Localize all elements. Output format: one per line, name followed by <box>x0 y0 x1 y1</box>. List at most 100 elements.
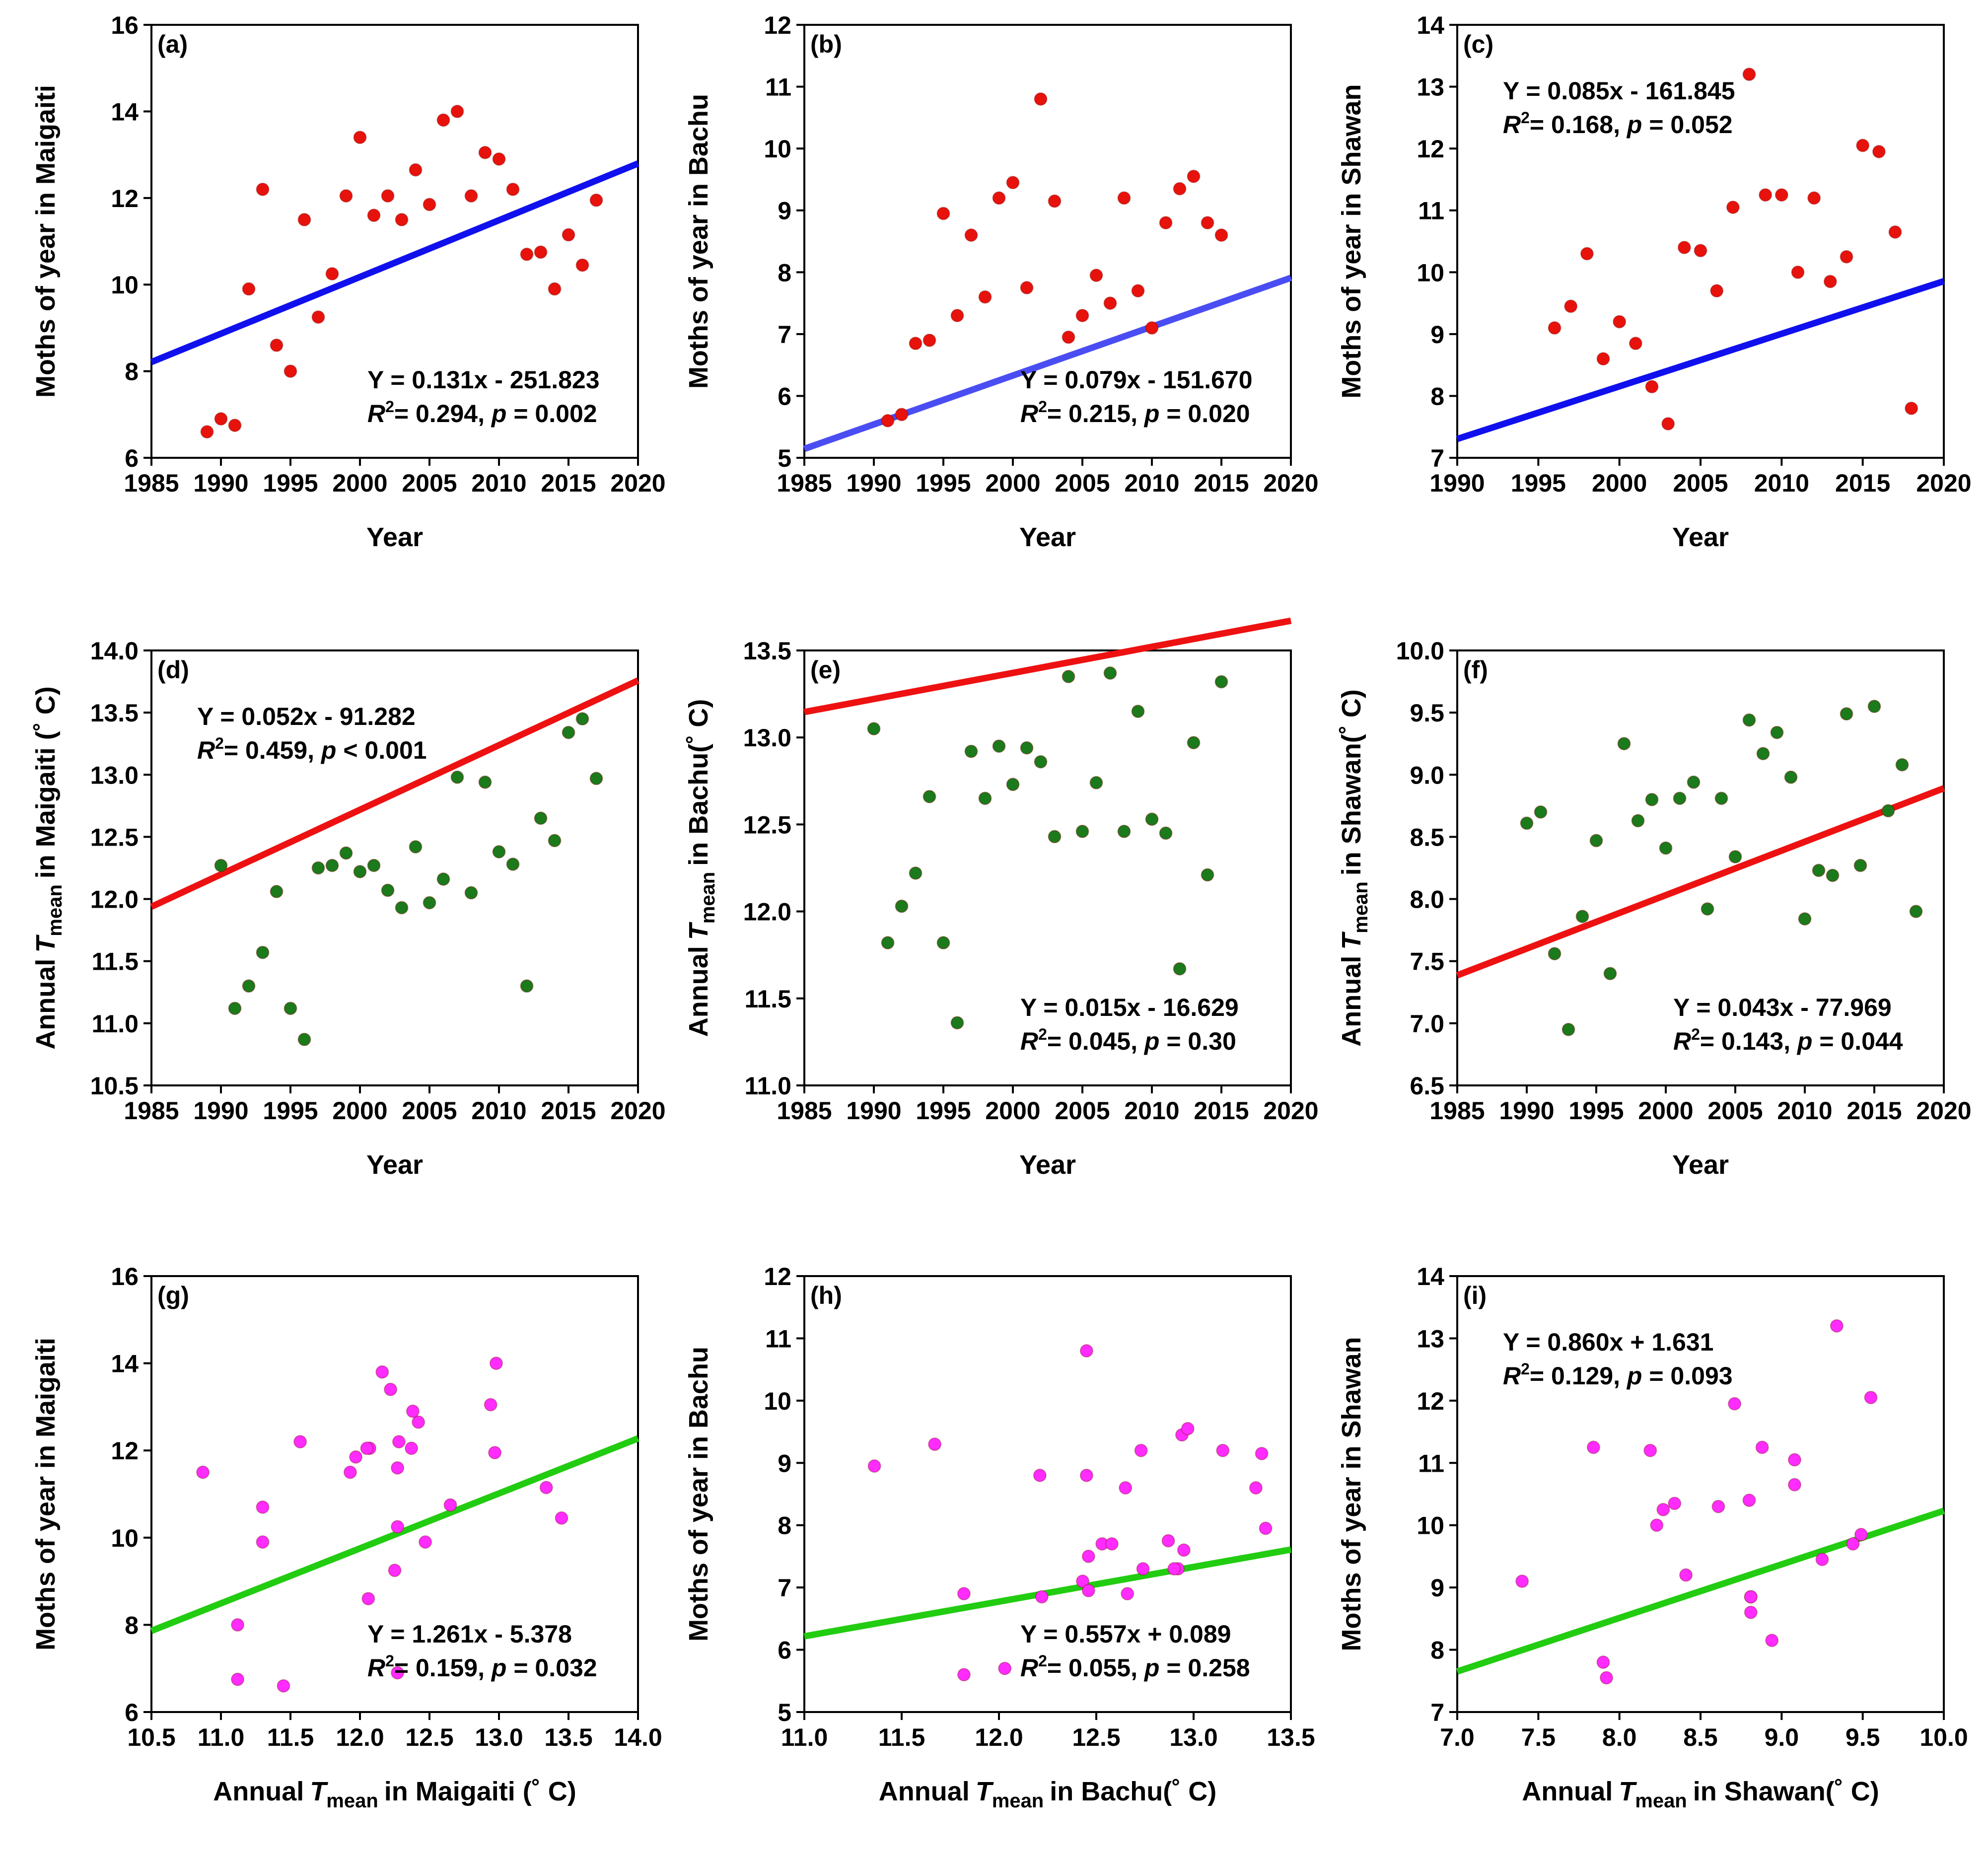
regression-line <box>1456 1507 1945 1675</box>
regression-line <box>803 617 1292 715</box>
regression-annotation: Y = 0.015x - 16.629 R2= 0.045, p = 0.30 <box>1020 994 1239 1055</box>
data-point <box>1187 736 1201 750</box>
data-point <box>1173 182 1187 196</box>
x-tick-label: 1990 <box>193 469 248 497</box>
data-point <box>1105 1537 1119 1551</box>
data-point <box>1575 910 1589 924</box>
data-point <box>534 811 548 825</box>
panel-tag: (c) <box>1463 30 1493 58</box>
y-tick-label: 16 <box>111 11 139 39</box>
x-axis-label-subscript: mean <box>326 1790 378 1812</box>
data-point <box>1121 1587 1135 1601</box>
x-tick-label: 2010 <box>1754 469 1809 497</box>
x-tick-label: 1995 <box>263 469 318 497</box>
data-point <box>964 744 978 758</box>
y-axis-label-text: Moths of year in Shawan <box>1337 1337 1366 1651</box>
data-point <box>1650 1518 1664 1532</box>
data-point <box>1687 775 1701 789</box>
data-point <box>256 945 270 959</box>
x-tick-label: 1990 <box>1429 469 1485 497</box>
r2-symbol: R <box>367 1654 385 1682</box>
equation-text: Y = 0.052x - 91.282 <box>197 703 416 730</box>
data-point <box>1679 1568 1693 1582</box>
y-tick-label: 10 <box>1417 1512 1444 1540</box>
y-axis-label: Moths of year in Bachu <box>684 94 713 389</box>
x-tick-label: 1995 <box>1511 469 1566 497</box>
data-point <box>992 739 1006 753</box>
data-point <box>895 408 909 422</box>
data-point <box>231 1672 245 1686</box>
equation-text: Y = 0.085x - 161.845 <box>1503 77 1735 105</box>
x-tick-label: 11.0 <box>198 1723 245 1751</box>
r2-value: = 0.045, <box>1047 1027 1137 1055</box>
data-point <box>1744 1605 1758 1619</box>
data-point <box>343 1465 357 1479</box>
y-tick-label: 16 <box>111 1263 139 1290</box>
data-point <box>492 152 506 166</box>
data-point <box>1103 666 1117 680</box>
data-point <box>395 213 409 226</box>
x-tick-label: 2000 <box>1638 1097 1693 1125</box>
data-point <box>1629 337 1642 351</box>
data-point <box>1701 902 1714 916</box>
x-axis-label: Year <box>1672 522 1729 552</box>
data-point <box>539 1481 553 1495</box>
x-tick-label: 8.5 <box>1683 1723 1718 1751</box>
y-tick-label: 14 <box>111 98 139 126</box>
data-point <box>1216 1443 1230 1457</box>
data-point <box>923 789 936 803</box>
data-point <box>1770 725 1784 739</box>
equation-text: Y = 0.079x - 151.670 <box>1020 366 1253 394</box>
x-axis-label-suffix: in Maigaiti (˚ C) <box>384 1777 576 1806</box>
data-point <box>1548 321 1562 335</box>
data-point <box>1259 1521 1273 1535</box>
data-point <box>1881 804 1895 818</box>
x-axis-label-text: Year <box>1019 1150 1076 1180</box>
equation-text: Y = 0.557x + 0.089 <box>1020 1620 1231 1648</box>
x-tick-label: 1985 <box>1429 1097 1485 1125</box>
x-axis-label: Year <box>1672 1150 1729 1180</box>
r2-value: = 0.055, <box>1047 1654 1137 1682</box>
data-point <box>231 1618 245 1632</box>
data-point <box>1728 1397 1742 1411</box>
plot-frame <box>803 649 1292 1086</box>
p-value: = 0.258 <box>1166 1654 1250 1682</box>
data-point <box>1062 330 1075 344</box>
r2-p-text: R2= 0.045, p = 0.30 <box>1020 1025 1236 1055</box>
data-point <box>506 857 520 871</box>
data-point <box>1694 244 1707 258</box>
y-tick-label: 14 <box>111 1350 139 1378</box>
x-axis-label-subscript: mean <box>992 1790 1044 1812</box>
data-point <box>1798 912 1812 926</box>
y-axis-label-variable: T <box>684 922 713 940</box>
data-point <box>443 1498 457 1512</box>
r2-superscript: 2 <box>1691 1025 1700 1043</box>
data-point <box>1173 962 1187 976</box>
y-axis-label-text: Moths of year in Maigaiti <box>31 85 61 398</box>
data-point <box>957 1668 971 1682</box>
y-axis-label: Annual Tmean in Shawan(˚ C) <box>1337 689 1372 1047</box>
equation-text: Y = 0.043x - 77.969 <box>1673 994 1892 1021</box>
x-tick-label: 2020 <box>610 469 665 497</box>
data-point <box>242 282 256 296</box>
data-point <box>214 858 228 872</box>
data-point <box>520 979 534 993</box>
y-tick-label: 8 <box>125 358 139 386</box>
data-point <box>1089 269 1103 283</box>
x-tick-label: 2020 <box>610 1097 665 1125</box>
r2-value: = 0.294, <box>394 400 485 428</box>
p-value: = 0.30 <box>1166 1027 1236 1055</box>
data-point <box>488 1446 502 1460</box>
data-point <box>1201 868 1214 882</box>
panel-tag: (f) <box>1463 656 1488 684</box>
data-point <box>895 899 909 913</box>
data-point <box>367 858 381 872</box>
data-point <box>1888 225 1902 239</box>
r2-p-text: R2= 0.055, p = 0.258 <box>1020 1652 1250 1682</box>
x-tick-label: 2010 <box>471 1097 526 1125</box>
data-point <box>589 772 603 786</box>
data-point <box>1728 850 1742 863</box>
r2-symbol: R <box>1020 1027 1038 1055</box>
data-point <box>520 247 534 261</box>
r2-superscript: 2 <box>1038 1652 1047 1670</box>
